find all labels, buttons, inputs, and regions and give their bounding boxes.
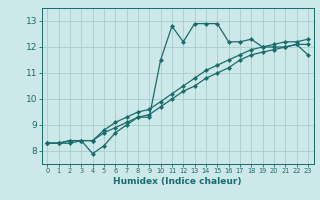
X-axis label: Humidex (Indice chaleur): Humidex (Indice chaleur) (113, 177, 242, 186)
